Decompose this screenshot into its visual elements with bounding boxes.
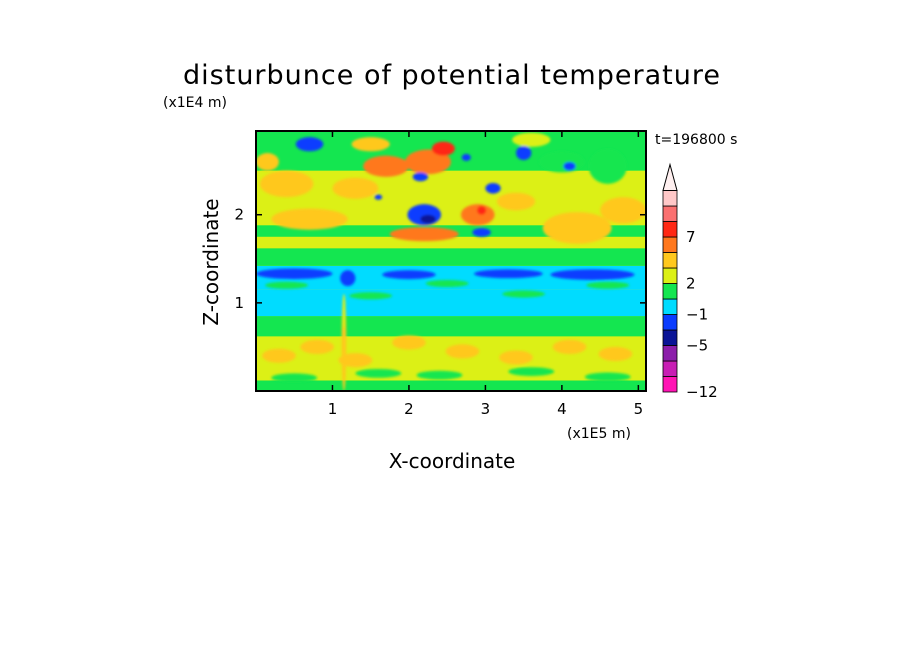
field-blob — [508, 367, 555, 377]
colorbar-label: −5 — [686, 337, 708, 355]
field-blob — [332, 177, 379, 199]
field-blob — [502, 290, 546, 298]
field-blob — [598, 346, 633, 362]
field-blob — [588, 148, 627, 184]
colorbar-segment — [662, 314, 678, 331]
field-blob — [392, 335, 426, 350]
colorbar-extend-arrow — [662, 162, 678, 191]
x-tick-label: 5 — [634, 400, 644, 418]
plot-frame — [255, 130, 647, 392]
field-blob — [538, 151, 585, 173]
field-blob — [295, 137, 324, 152]
field-blob — [389, 227, 459, 242]
x-tick-label: 2 — [404, 400, 414, 418]
field-band — [256, 236, 646, 249]
colorbar-label: −1 — [686, 306, 708, 324]
y-tick-label: 1 — [234, 294, 244, 312]
y-tick-label: 2 — [234, 206, 244, 224]
field-blob — [351, 137, 390, 152]
y-unit-label: (x1E4 m) — [163, 95, 227, 111]
colorbar-label: 2 — [686, 275, 696, 293]
field-blob — [600, 197, 646, 224]
colorbar-segment — [662, 329, 678, 346]
field-blob — [349, 292, 393, 300]
field-blob — [552, 339, 587, 354]
field-blob — [420, 214, 436, 224]
field-blob — [342, 294, 346, 330]
x-tick-label: 1 — [328, 400, 338, 418]
field-blob — [382, 270, 436, 280]
y-axis-label: Z-coordinate — [199, 198, 223, 325]
field-band — [256, 248, 646, 266]
colorbar-label: −12 — [686, 383, 718, 401]
field-band — [256, 316, 646, 337]
field-blob — [550, 269, 635, 280]
x-unit-label: (x1E5 m) — [567, 426, 631, 442]
colorbar-segment — [662, 236, 678, 253]
colorbar: 7 2 −1 −5 −12 — [662, 162, 718, 401]
field-blob — [374, 194, 383, 200]
field-blob — [355, 368, 402, 378]
field-band — [256, 380, 646, 391]
field-blob — [472, 227, 491, 237]
colorbar-segment — [662, 190, 678, 207]
field-blob — [262, 348, 296, 363]
colorbar-segment — [662, 267, 678, 284]
x-tick-label: 4 — [557, 400, 567, 418]
colorbar-segment — [662, 221, 678, 238]
x-axis-label: X-coordinate — [389, 449, 516, 473]
field-blob — [460, 204, 495, 226]
field-blob — [405, 149, 452, 175]
colorbar-segment — [662, 345, 678, 362]
field-blob — [512, 132, 551, 147]
field-blob — [584, 372, 631, 382]
field-blob — [485, 183, 501, 194]
field-blob — [496, 192, 536, 211]
field-blob — [300, 339, 335, 354]
colorbar-label: 7 — [686, 228, 696, 246]
field-blob — [499, 350, 533, 365]
field-blob — [271, 373, 318, 383]
field-blob — [412, 172, 429, 182]
field-blob — [473, 269, 543, 279]
field-blob — [425, 279, 469, 287]
colorbar-segment — [662, 205, 678, 222]
field-blob — [445, 344, 480, 359]
field-blob — [477, 205, 487, 215]
heatmap-field — [256, 131, 646, 391]
chart-title: disturbunce of potential temperature — [183, 60, 721, 91]
field-blob — [265, 281, 308, 289]
field-blob — [259, 170, 314, 198]
field-blob — [563, 161, 576, 171]
field-blob — [516, 145, 532, 161]
field-band — [256, 265, 646, 290]
field-blob — [416, 370, 463, 380]
colorbar-segment — [662, 298, 678, 315]
colorbar-segment — [662, 283, 678, 300]
field-blob — [461, 153, 471, 161]
field-blob — [542, 212, 612, 244]
time-label: t=196800 s — [655, 132, 737, 148]
field-blob — [363, 155, 409, 177]
y-axis: 12 — [234, 206, 646, 312]
x-axis: 1 2 3 4 5 — [328, 131, 643, 418]
field-blobs — [256, 132, 646, 391]
field-blob — [271, 208, 348, 230]
field-band — [256, 289, 646, 317]
x-tick-label: 3 — [481, 400, 491, 418]
field-blob — [340, 270, 356, 287]
field-blob — [431, 141, 455, 156]
field-blob — [256, 153, 279, 171]
field-blob — [586, 281, 630, 289]
colorbar-segment — [662, 376, 678, 393]
field-blob — [338, 353, 373, 368]
field-blob — [256, 268, 333, 280]
colorbar-segment — [662, 252, 678, 269]
colorbar-segment — [662, 360, 678, 377]
